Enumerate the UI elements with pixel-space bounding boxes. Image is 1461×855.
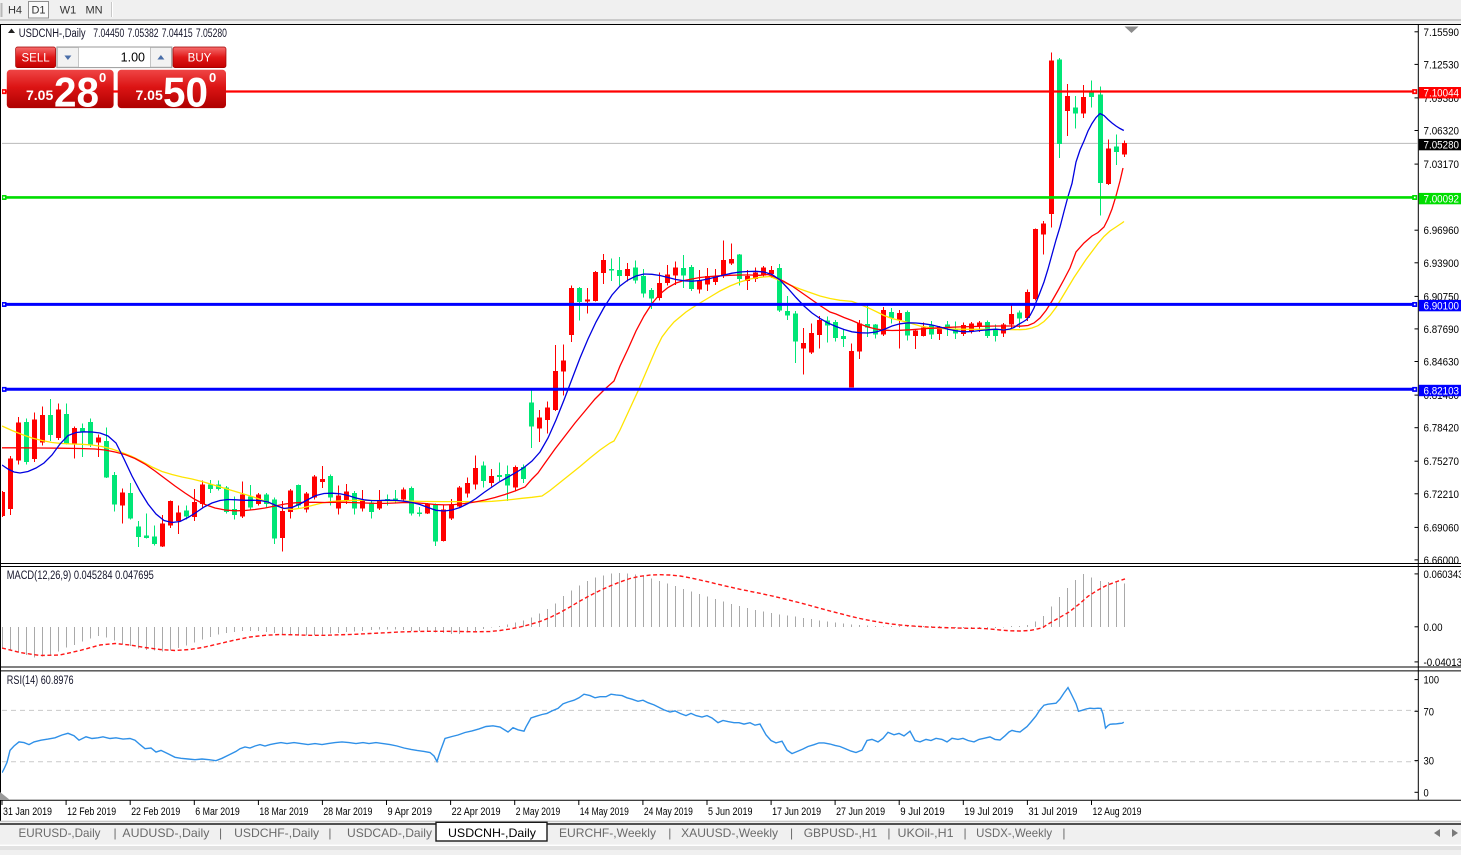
svg-text:USDX-,Weekly: USDX-,Weekly <box>976 826 1052 840</box>
svg-text:|: | <box>887 826 890 840</box>
svg-text:H4: H4 <box>8 5 22 17</box>
svg-text:EURUSD-,Daily: EURUSD-,Daily <box>19 826 101 840</box>
svg-text:|: | <box>668 826 671 840</box>
svg-text:|: | <box>1062 826 1065 840</box>
svg-text:6.66000: 6.66000 <box>1424 555 1460 567</box>
svg-text:RSI(14) 60.8976: RSI(14) 60.8976 <box>7 675 74 687</box>
svg-text:6.87690: 6.87690 <box>1424 324 1460 336</box>
svg-text:D1: D1 <box>31 5 45 17</box>
svg-text:28: 28 <box>54 69 99 116</box>
svg-text:7.12530: 7.12530 <box>1424 59 1460 71</box>
svg-text:USDCNH-,Daily: USDCNH-,Daily <box>19 28 86 40</box>
svg-text:31 Jul 2019: 31 Jul 2019 <box>1028 806 1077 818</box>
svg-text:9 Jul 2019: 9 Jul 2019 <box>900 806 945 818</box>
svg-text:6.72210: 6.72210 <box>1424 489 1460 501</box>
svg-text:6.69060: 6.69060 <box>1424 522 1460 534</box>
svg-text:W1: W1 <box>60 5 77 17</box>
svg-text:17 Jun 2019: 17 Jun 2019 <box>772 806 821 818</box>
svg-text:7.10044: 7.10044 <box>1424 88 1460 100</box>
svg-text:0.00: 0.00 <box>1424 622 1443 634</box>
svg-text:MACD(12,26,9) 0.045284 0.04769: MACD(12,26,9) 0.045284 0.047695 <box>7 570 154 582</box>
svg-text:7.05: 7.05 <box>136 87 163 103</box>
svg-text:-0.040136: -0.040136 <box>1424 657 1461 669</box>
svg-text:7.05382: 7.05382 <box>128 28 159 40</box>
svg-text:UKOil-,H1: UKOil-,H1 <box>898 826 954 840</box>
svg-text:EURCHF-,Weekly: EURCHF-,Weekly <box>559 826 656 840</box>
svg-text:BUY: BUY <box>188 53 212 65</box>
svg-text:2 May 2019: 2 May 2019 <box>516 806 561 818</box>
svg-text:7.04450: 7.04450 <box>93 28 124 40</box>
svg-text:14 May 2019: 14 May 2019 <box>580 806 629 818</box>
svg-text:6.96960: 6.96960 <box>1424 225 1460 237</box>
svg-text:19 Jul 2019: 19 Jul 2019 <box>964 806 1013 818</box>
svg-text:|: | <box>790 826 793 840</box>
svg-text:70: 70 <box>1424 706 1435 718</box>
svg-text:6.78420: 6.78420 <box>1424 423 1460 435</box>
svg-text:7.05: 7.05 <box>26 87 53 103</box>
svg-text:|: | <box>964 826 967 840</box>
svg-text:7.05280: 7.05280 <box>1424 140 1460 152</box>
svg-text:7.06320: 7.06320 <box>1424 126 1460 138</box>
svg-text:|: | <box>114 826 117 840</box>
svg-text:7.05280: 7.05280 <box>196 28 227 40</box>
svg-text:6 Mar 2019: 6 Mar 2019 <box>195 806 240 818</box>
svg-text:50: 50 <box>163 69 208 116</box>
svg-text:100: 100 <box>1424 675 1440 687</box>
svg-text:7.04415: 7.04415 <box>162 28 193 40</box>
svg-text:12 Aug 2019: 12 Aug 2019 <box>1093 806 1142 818</box>
svg-text:USDCHF-,Daily: USDCHF-,Daily <box>234 826 319 840</box>
svg-text:0: 0 <box>209 70 216 85</box>
svg-text:6.84630: 6.84630 <box>1424 357 1460 369</box>
svg-text:9 Apr 2019: 9 Apr 2019 <box>388 806 433 818</box>
svg-text:USDCAD-,Daily: USDCAD-,Daily <box>347 826 432 840</box>
svg-text:MN: MN <box>85 5 102 17</box>
svg-text:31 Jan 2019: 31 Jan 2019 <box>3 806 52 818</box>
svg-text:|: | <box>328 826 331 840</box>
svg-text:6.93900: 6.93900 <box>1424 258 1460 270</box>
svg-text:0: 0 <box>1424 787 1429 799</box>
svg-text:30: 30 <box>1424 756 1435 768</box>
svg-text:22 Apr 2019: 22 Apr 2019 <box>452 806 501 818</box>
svg-text:SELL: SELL <box>22 53 51 65</box>
svg-text:AUDUSD-,Daily: AUDUSD-,Daily <box>122 826 209 840</box>
svg-text:USDCNH-,Daily: USDCNH-,Daily <box>448 826 536 840</box>
svg-text:6.82103: 6.82103 <box>1424 386 1460 398</box>
svg-text:28 Mar 2019: 28 Mar 2019 <box>323 806 372 818</box>
svg-text:|: | <box>219 826 222 840</box>
svg-text:24 May 2019: 24 May 2019 <box>644 806 693 818</box>
svg-text:7.15590: 7.15590 <box>1424 27 1460 39</box>
svg-text:1.00: 1.00 <box>121 51 145 65</box>
svg-text:GBPUSD-,H1: GBPUSD-,H1 <box>804 826 878 840</box>
svg-text:12 Feb 2019: 12 Feb 2019 <box>67 806 116 818</box>
svg-text:5 Jun 2019: 5 Jun 2019 <box>708 806 753 818</box>
svg-text:27 Jun 2019: 27 Jun 2019 <box>836 806 885 818</box>
svg-text:7.03170: 7.03170 <box>1424 159 1460 171</box>
svg-text:0: 0 <box>99 70 106 85</box>
svg-text:18 Mar 2019: 18 Mar 2019 <box>259 806 308 818</box>
svg-text:0.060343: 0.060343 <box>1424 569 1461 581</box>
svg-text:6.90100: 6.90100 <box>1424 301 1460 313</box>
svg-text:7.00092: 7.00092 <box>1424 194 1460 206</box>
svg-text:22 Feb 2019: 22 Feb 2019 <box>131 806 180 818</box>
svg-text:6.75270: 6.75270 <box>1424 456 1460 468</box>
svg-text:XAUUSD-,Weekly: XAUUSD-,Weekly <box>681 826 778 840</box>
